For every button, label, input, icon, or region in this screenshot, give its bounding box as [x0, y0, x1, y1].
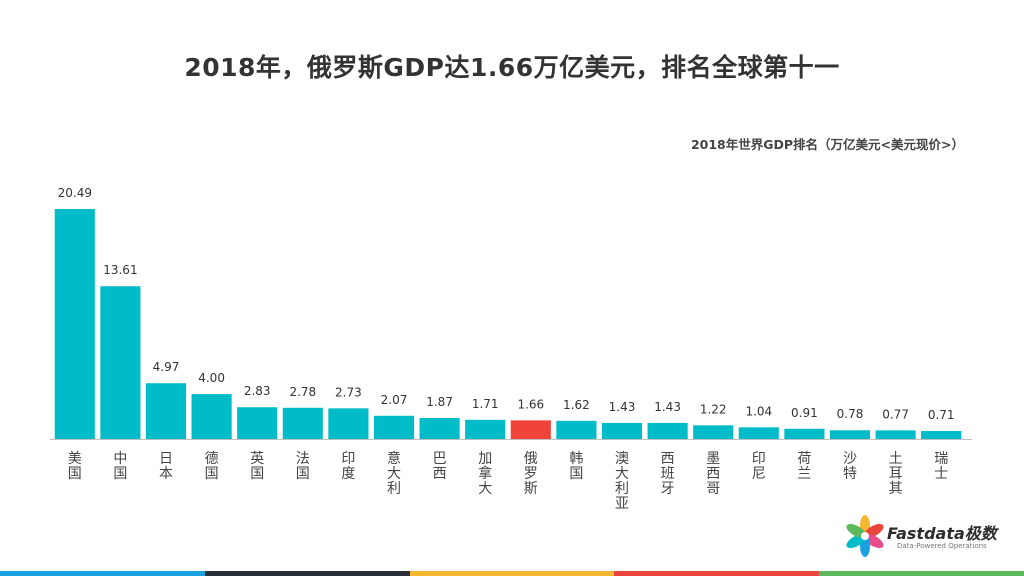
data-label: 0.78 [837, 407, 864, 421]
bar [373, 415, 415, 439]
category-label: 俄罗斯 [524, 451, 538, 497]
footer-segment [409, 571, 615, 576]
bar [465, 419, 506, 439]
data-label: 1.22 [700, 402, 727, 416]
data-label: 0.91 [791, 406, 818, 420]
bar [191, 394, 232, 439]
data-label: 1.43 [654, 400, 681, 414]
bar-highlight [510, 420, 551, 439]
data-label: 2.83 [244, 384, 271, 398]
flower-logo-icon [846, 515, 884, 557]
footer-segment [819, 571, 1024, 576]
bar [601, 422, 643, 439]
category-label: 西班牙 [661, 451, 675, 497]
footer-segment [0, 571, 205, 576]
category-label: 印尼 [752, 451, 766, 482]
bar [419, 418, 460, 439]
bar [556, 420, 597, 439]
bar [784, 428, 825, 439]
bar [328, 408, 369, 439]
data-label: 1.04 [745, 404, 772, 418]
bar [54, 209, 95, 439]
bar [647, 422, 688, 439]
bar [282, 407, 323, 439]
data-label: 20.49 [58, 186, 92, 200]
footer-segment [204, 571, 410, 576]
data-label: 13.61 [103, 263, 137, 277]
category-label: 瑞士 [934, 451, 948, 482]
category-label: 墨西哥 [706, 451, 720, 497]
data-label: 1.66 [517, 397, 544, 411]
logo-tagline: Data-Powered Operations [897, 542, 987, 550]
data-label: 4.00 [198, 371, 225, 385]
bar [829, 430, 871, 439]
data-label: 2.07 [381, 393, 408, 407]
data-label: 0.77 [882, 407, 909, 421]
data-label: 2.78 [289, 385, 316, 399]
category-label: 巴西 [433, 451, 447, 482]
category-label: 印度 [341, 451, 355, 482]
category-label: 英国 [250, 450, 264, 482]
category-label: 土耳其 [889, 451, 903, 497]
category-label: 韩国 [569, 451, 583, 482]
logo-name: Fastdata极数 [887, 524, 997, 543]
data-label: 2.73 [335, 385, 362, 399]
data-label: 0.71 [928, 408, 955, 422]
footer-color-bar [0, 571, 1024, 576]
brand-logo: Fastdata极数 Data-Powered Operations [845, 512, 997, 562]
data-label: 1.43 [609, 400, 636, 414]
data-label: 1.87 [426, 395, 453, 409]
category-label: 美国 [68, 451, 82, 482]
bar [237, 407, 278, 439]
category-label: 意大利 [387, 450, 401, 497]
chart-subtitle: 2018年世界GDP排名（万亿美元<美元现价>） [690, 137, 964, 152]
category-label: 德国 [205, 451, 219, 482]
category-label: 沙特 [843, 451, 857, 482]
bar [921, 431, 962, 439]
category-label: 加拿大 [478, 451, 492, 497]
bar [100, 286, 141, 439]
footer-segment [614, 571, 820, 576]
bar [738, 427, 779, 439]
data-label: 1.62 [563, 398, 590, 412]
category-label: 法国 [296, 451, 310, 482]
page-title: 2018年，俄罗斯GDP达1.66万亿美元，排名全球第十一 [184, 53, 840, 82]
category-label: 日本 [159, 451, 173, 482]
bar [693, 425, 734, 439]
bar [875, 430, 916, 439]
data-label: 4.97 [153, 360, 180, 374]
category-label: 中国 [113, 451, 127, 482]
bar [145, 383, 187, 439]
data-label: 1.71 [472, 397, 499, 411]
category-label: 澳大利亚 [615, 451, 629, 512]
category-label: 荷兰 [797, 451, 811, 482]
